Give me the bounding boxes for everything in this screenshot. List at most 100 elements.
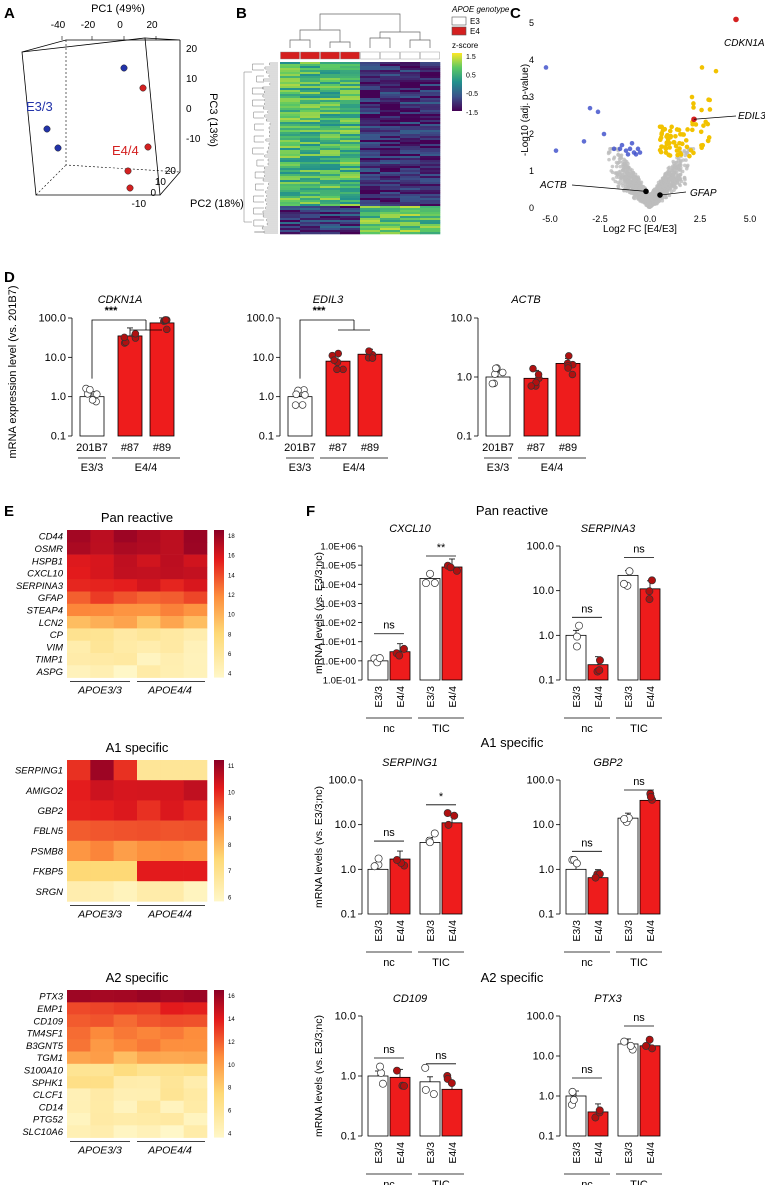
heatmap-cell [137,1113,161,1126]
pc3-tick-label: 10 [186,74,198,85]
heatmap-cell [300,208,321,211]
heatmap-cell [280,90,301,93]
category-label: E3/3 [373,920,385,942]
y-tick-label: 1.0 [539,864,554,876]
heatmap-cell [160,1039,184,1052]
pca-point-e3 [43,125,51,133]
category-label: #89 [559,442,577,454]
heatmap-cell [280,64,301,67]
heatmap-cell [360,108,381,111]
heatmap-cell [420,90,441,93]
heatmap-cell [340,174,361,177]
heatmap-cell [380,62,401,65]
volcano-point-ns [682,181,687,186]
heatmap-cell [320,118,341,121]
significance-label: ns [633,543,645,555]
volcano-point-up [699,65,705,70]
heatmap-cell [340,176,361,179]
heatmap-cell [420,186,441,189]
heatmap-cell [183,1039,208,1052]
heatmap-cell [320,102,341,105]
bar [367,868,389,915]
heatmap-cell [320,186,341,189]
data-point [569,1096,578,1104]
heatmap-cell [420,66,441,69]
volcano-point-ns [649,195,654,199]
heatmap-cell [360,80,381,83]
volcano-point-ns [607,157,611,162]
heatmap-cell [420,106,441,109]
heatmap-cell [340,230,361,233]
colorbar-tick: 8 [228,1086,232,1092]
heatmap-cell [320,220,341,223]
heatmap-cell [113,1100,138,1114]
heatmap-cell [280,144,301,147]
heatmap-cell [360,82,381,85]
category-label: E3/3 [623,1142,635,1164]
heatmap-cell [300,212,321,215]
heatmap-cell [360,74,381,77]
heatmap-cell [300,214,321,217]
legend-e3-swatch [451,16,467,26]
heatmap-cell [420,76,441,79]
heatmap-cell [280,62,301,65]
heatmap-cell [400,68,421,71]
data-point [395,651,404,660]
bar [617,1043,639,1137]
category-label: E3/3 [373,686,385,708]
heatmap-cell [400,142,421,145]
heatmap-cell [420,164,441,167]
d-ylabel: mRNA expression level (vs. 201B7) [7,285,19,458]
heatmap-cell [183,665,208,678]
heatmap-cell [300,62,321,65]
heatmap-cell [360,120,381,123]
volcano-point-up [673,143,679,149]
heatmap-cell [400,180,421,183]
heatmap-cell [137,566,161,580]
heatmap-cell [420,218,441,221]
colorbar-tick: 11 [228,764,235,770]
heatmap-cell [137,579,161,592]
heatmap-cell [340,116,361,119]
heatmap-cell [320,200,341,203]
heatmap-cell [360,174,381,177]
heatmap-cell [300,90,321,93]
volcano-point-ns [672,182,677,187]
heatmap-cell [300,178,321,181]
heatmap-cell [280,152,301,155]
heatmap-a1-specific: A1 specific SERPING1 AMIGO2 GBP2 FBLN5 PSMB8 F… [15,740,235,920]
heatmap-cell [420,122,441,125]
bar [149,322,175,437]
heatmap-cell [137,530,161,543]
panel-label-e: E [4,503,14,520]
data-point [93,390,101,398]
heatmap-cell [400,176,421,179]
heatmap-cell [320,228,341,231]
heatmap-cell [320,214,341,217]
heatmap-cell [300,174,321,177]
heatmap-cell [420,226,441,229]
heatmap-cell [320,120,341,123]
heatmap-cell [400,94,421,97]
heatmap-cell [380,106,401,109]
heatmap-cell [320,94,341,97]
category-label: E4/4 [593,1142,605,1164]
heatmap-cell [300,68,321,71]
bar [565,868,587,915]
heatmap-cell [320,196,341,199]
zscore-tick-label: -0.5 [466,91,478,98]
heatmap-cell [320,96,341,99]
heatmap-cell [90,820,114,842]
heatmap-cell [280,226,301,229]
heatmap-cell [320,174,341,177]
heatmap-cell [380,68,401,71]
heatmap-cell [360,166,381,169]
heatmap-cell [113,616,138,629]
heatmap-cell [320,158,341,161]
heatmap-cell [380,78,401,81]
heatmap-cell [300,222,321,225]
category-label: 201B7 [482,442,514,454]
heatmap-cell [320,110,341,113]
gene-label: TM4SF1 [27,1029,63,1040]
significance-label: ns [383,827,395,839]
